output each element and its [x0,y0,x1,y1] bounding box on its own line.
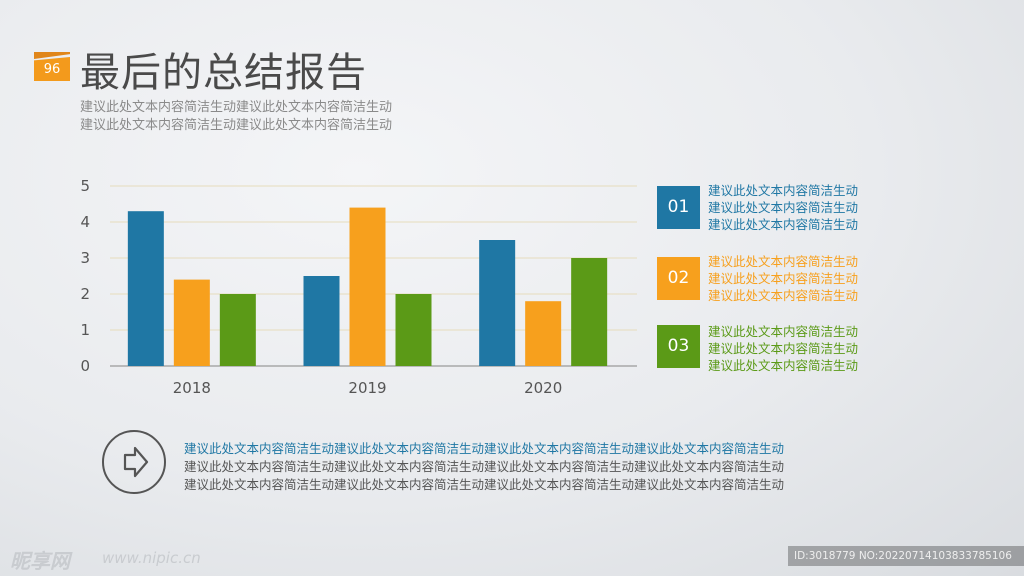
callout-line-2: 建议此处文本内容简洁生动建议此处文本内容简洁生动建议此处文本内容简洁生动建议此处… [184,459,785,474]
bar-2018-series-01 [127,211,164,366]
subtitle-line-1: 建议此处文本内容简洁生动建议此处文本内容简洁生动 [80,100,393,115]
x-tick-label-2020: 2020 [524,379,562,397]
legend-text-01: 建议此处文本内容简洁生动 建议此处文本内容简洁生动 建议此处文本内容简洁生动 [708,182,858,233]
subtitle-line-2: 建议此处文本内容简洁生动建议此处文本内容简洁生动 [80,118,393,133]
y-tick-label-1: 1 [80,321,90,339]
arrow-right-icon [123,446,149,478]
legend-02-line-2: 建议此处文本内容简洁生动 [708,271,859,286]
bar-2019-series-02 [349,207,386,366]
legend-02-line-3: 建议此处文本内容简洁生动 [708,288,859,303]
y-tick-label-2: 2 [80,285,90,303]
bar-2020-series-03 [571,258,608,366]
legend-01-line-2: 建议此处文本内容简洁生动 [708,200,859,215]
callout-text: 建议此处文本内容简洁生动建议此处文本内容简洁生动建议此处文本内容简洁生动建议此处… [184,440,784,494]
x-tick-label-2018: 2018 [173,379,211,397]
y-tick-label-0: 0 [80,357,90,375]
legend-01-line-3: 建议此处文本内容简洁生动 [708,217,859,232]
legend-02-line-1: 建议此处文本内容简洁生动 [708,254,859,269]
legend-box-02: 02 [657,257,700,300]
x-tick-label-2019: 2019 [348,379,386,397]
watermark-id: ID:3018779 NO:20220714103833785106 [788,546,1024,566]
legend-01-line-1: 建议此处文本内容简洁生动 [708,183,859,198]
watermark-logo: 昵享网 [10,549,70,573]
watermark-site: www.nipic.cn [102,549,201,567]
legend-box-01: 01 [657,186,700,229]
legend-03-line-1: 建议此处文本内容简洁生动 [708,324,859,339]
bar-2018-series-03 [219,294,256,366]
bar-2018-series-02 [173,279,210,366]
bar-chart: 0 1 2 3 4 5 2018 2019 2020 [80,177,637,397]
arrow-circle [102,430,166,494]
legend-text-03: 建议此处文本内容简洁生动 建议此处文本内容简洁生动 建议此处文本内容简洁生动 [708,323,858,374]
legend-text-02: 建议此处文本内容简洁生动 建议此处文本内容简洁生动 建议此处文本内容简洁生动 [708,253,858,304]
callout-line-3: 建议此处文本内容简洁生动建议此处文本内容简洁生动建议此处文本内容简洁生动建议此处… [184,477,785,492]
y-tick-label-5: 5 [80,177,90,195]
y-tick-label-4: 4 [80,213,90,231]
bar-2020-series-02 [525,301,562,366]
page-badge-fold [34,52,70,59]
legend-03-line-2: 建议此处文本内容简洁生动 [708,341,859,356]
bar-2019-series-03 [395,294,432,366]
bar-2019-series-01 [303,276,340,366]
callout-line-1: 建议此处文本内容简洁生动建议此处文本内容简洁生动建议此处文本内容简洁生动建议此处… [184,441,785,456]
legend-03-line-3: 建议此处文本内容简洁生动 [708,358,859,373]
page-title: 最后的总结报告 [80,50,367,96]
legend-box-03: 03 [657,325,700,368]
bar-2020-series-01 [479,240,516,366]
page-number-badge: 96 [34,57,70,81]
y-tick-label-3: 3 [80,249,90,267]
